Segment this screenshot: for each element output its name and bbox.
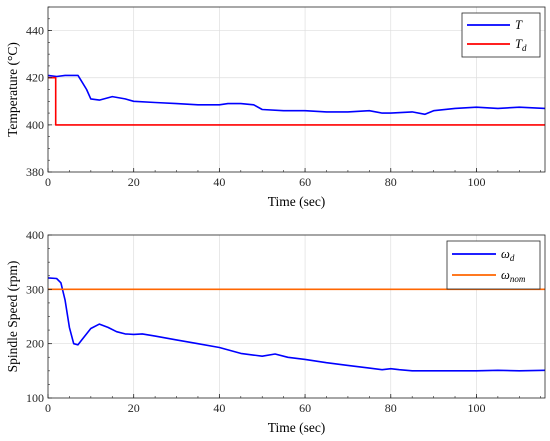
temperature-legend: T Td bbox=[461, 12, 541, 58]
spindle-xtick-label: 60 bbox=[299, 401, 311, 415]
temperature-xtick-label: 60 bbox=[299, 175, 311, 189]
spindle-ytick-label: 300 bbox=[26, 282, 44, 296]
legend-label-omega-nom: ωnom bbox=[501, 268, 526, 284]
legend-label-omega-d: ωd bbox=[501, 247, 515, 263]
temperature-ticks: 0 20 40 60 80 100 380 400 420 440 bbox=[26, 6, 542, 189]
temperature-ytick-label: 420 bbox=[26, 71, 44, 85]
spindle-xtick-label: 80 bbox=[385, 401, 397, 415]
temperature-xtick-label: 100 bbox=[467, 175, 485, 189]
temperature-xtick-label: 80 bbox=[385, 175, 397, 189]
temperature-ytick-label: 380 bbox=[26, 165, 44, 179]
temperature-xtick-label: 20 bbox=[128, 175, 140, 189]
spindle-xtick-label: 0 bbox=[45, 401, 51, 415]
spindle-x-axis-label: Time (sec) bbox=[268, 420, 326, 435]
spindle-xtick-label: 100 bbox=[467, 401, 485, 415]
spindle-speed-chart: 0 20 40 60 80 100 100 200 300 400 Time (sec) Spin… bbox=[5, 228, 546, 435]
legend-label-T: T bbox=[515, 18, 523, 32]
temperature-series-line-0 bbox=[47, 74, 546, 116]
temperature-chart: 0 20 40 60 80 100 380 400 420 440 Time (sec) Temp… bbox=[5, 6, 546, 209]
spindle-ytick-label: 100 bbox=[26, 391, 44, 405]
spindle-legend-box bbox=[446, 240, 541, 290]
temperature-ytick-label: 440 bbox=[26, 24, 44, 38]
temperature-ytick-label: 400 bbox=[26, 118, 44, 132]
spindle-legend: ωd ωnom bbox=[446, 240, 541, 290]
spindle-ytick-label: 200 bbox=[26, 337, 44, 351]
spindle-xtick-label: 40 bbox=[213, 401, 225, 415]
legend-label-Td: Td bbox=[515, 37, 527, 53]
spindle-ticks: 0 20 40 60 80 100 100 200 300 400 bbox=[26, 228, 542, 415]
temperature-xtick-label: 40 bbox=[213, 175, 225, 189]
temperature-x-axis-label: Time (sec) bbox=[268, 194, 326, 209]
spindle-y-axis-label: Spindle Speed (rpm) bbox=[5, 261, 20, 373]
spindle-series-line-0 bbox=[47, 277, 546, 372]
temperature-xtick-label: 0 bbox=[45, 175, 51, 189]
temperature-legend-box bbox=[461, 12, 541, 58]
spindle-ytick-label: 400 bbox=[26, 228, 44, 242]
spindle-xtick-label: 20 bbox=[128, 401, 140, 415]
temperature-y-axis-label: Temperature (°C) bbox=[5, 42, 20, 137]
